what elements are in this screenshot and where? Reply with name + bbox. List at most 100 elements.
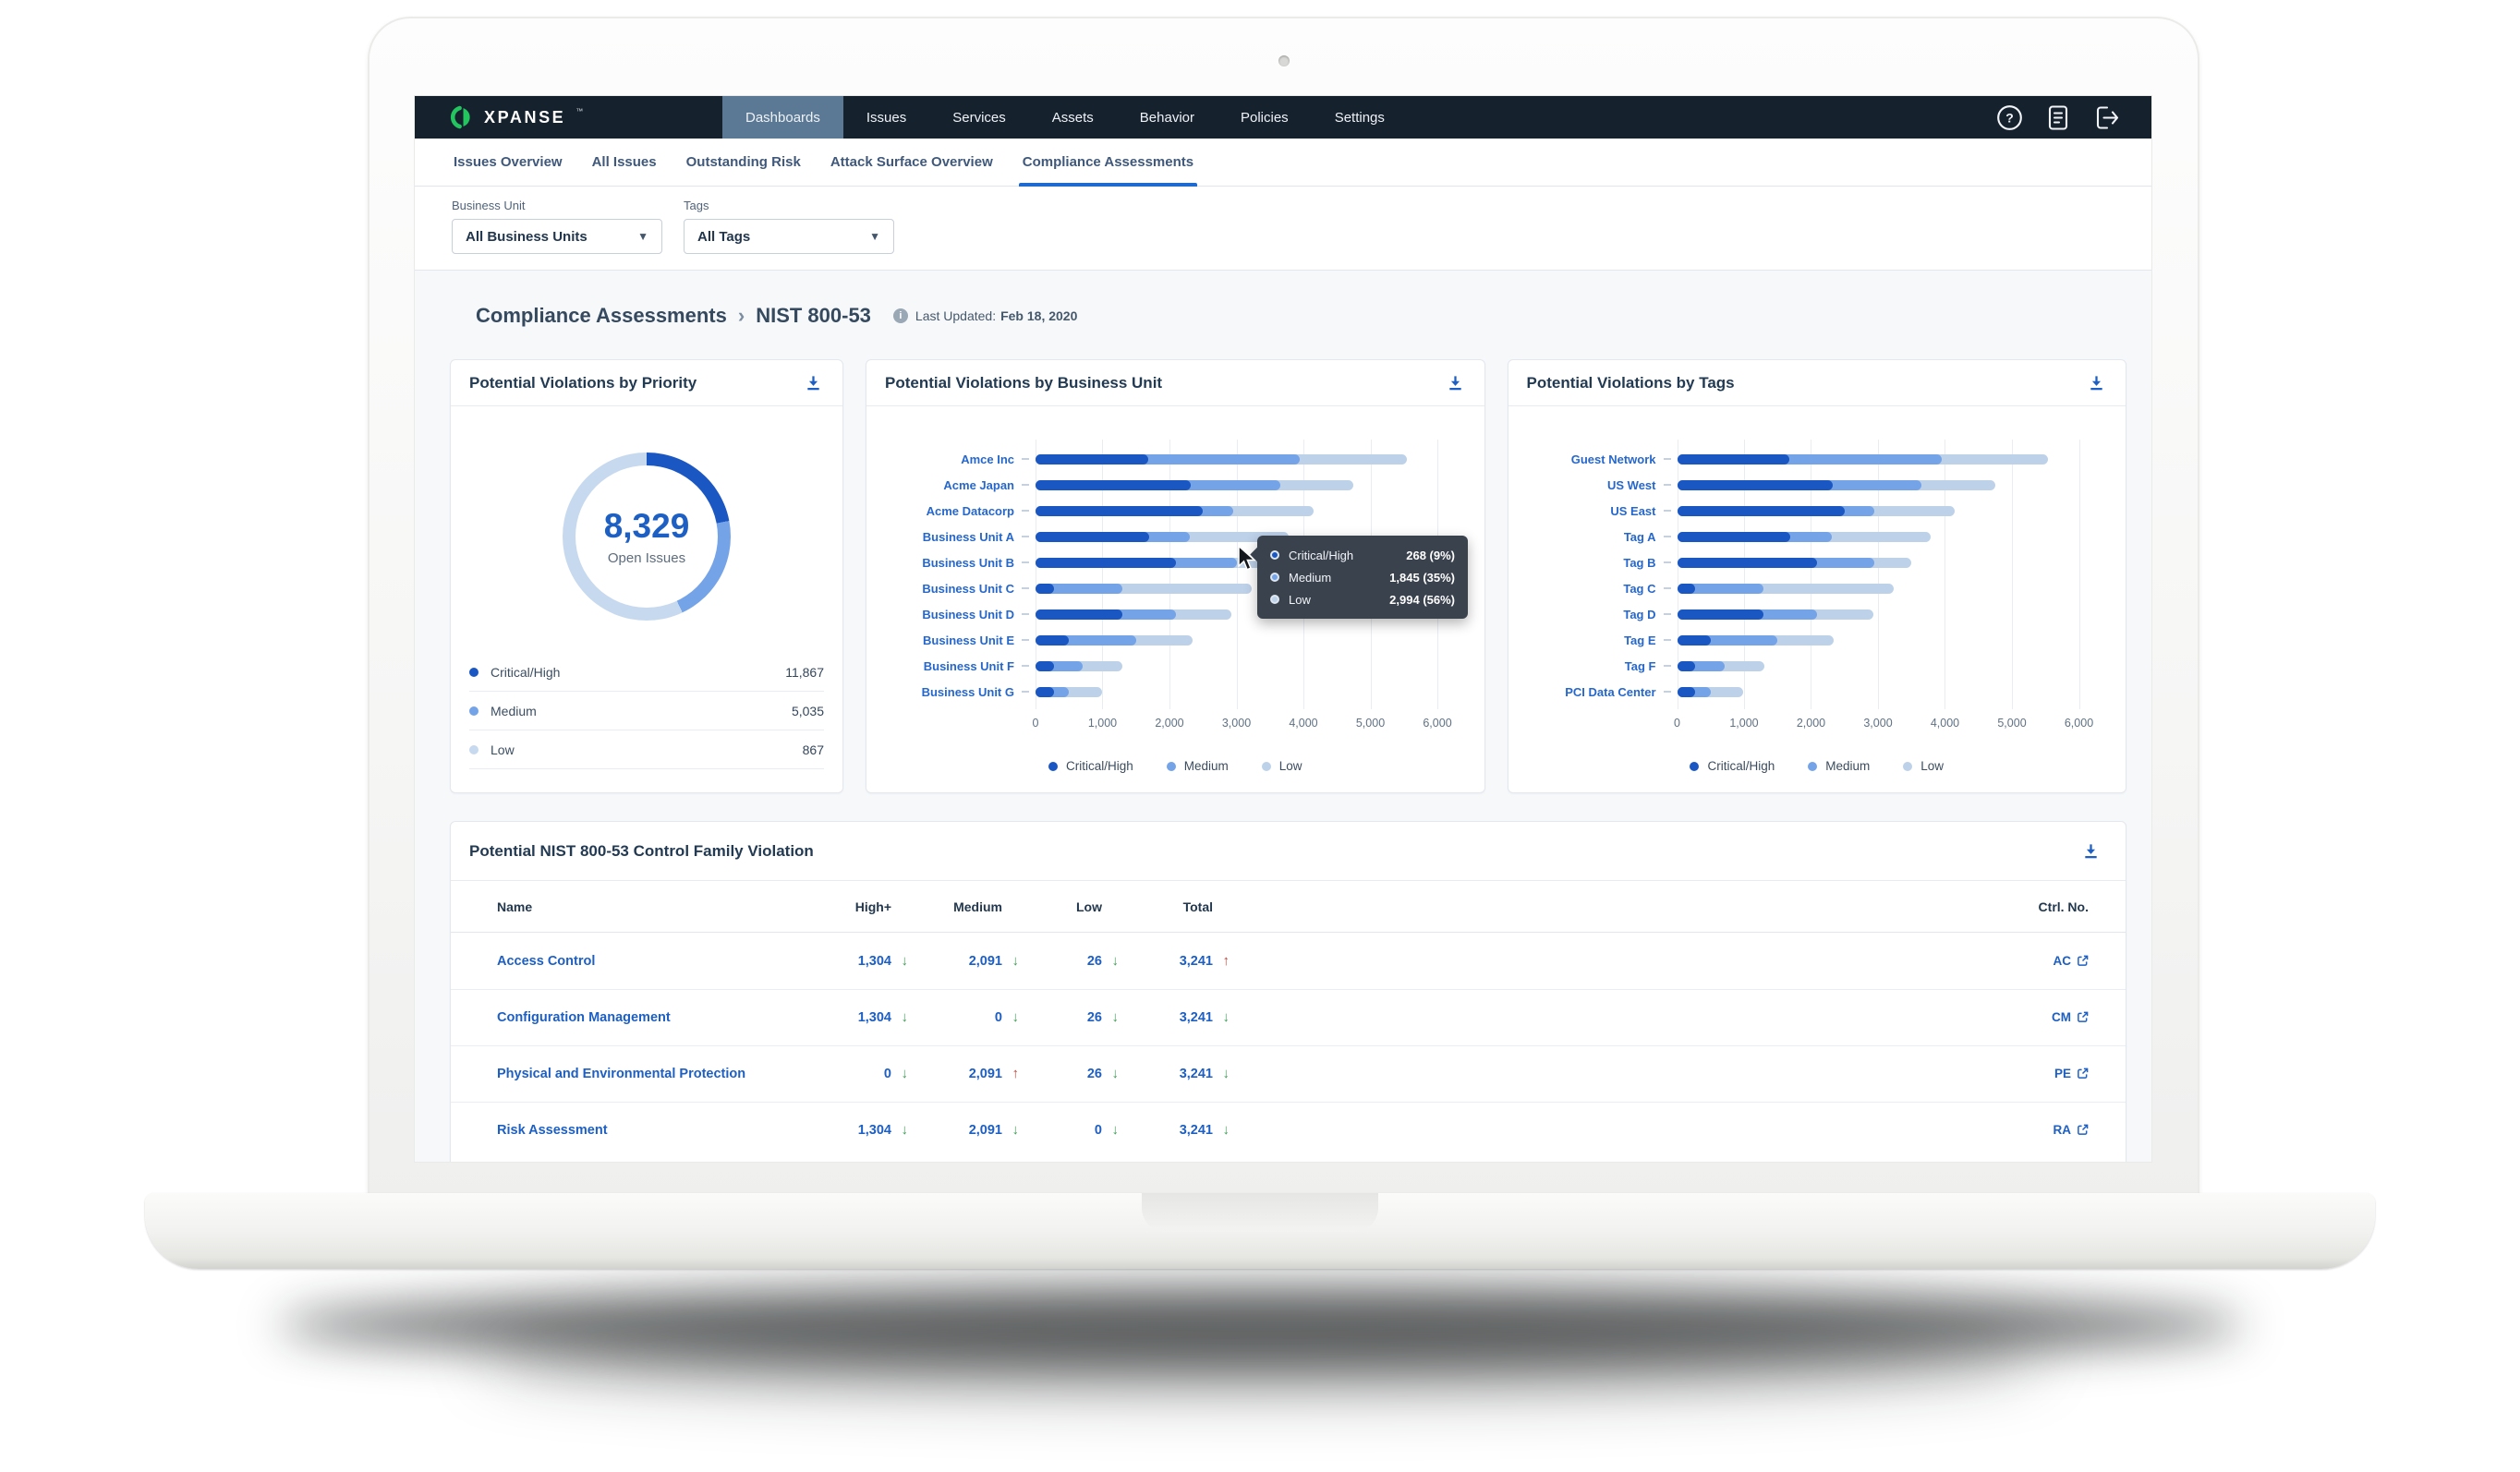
bar-segment-low	[1036, 583, 1253, 594]
control-family-link[interactable]: Physical and Environmental Protection	[497, 1067, 746, 1081]
control-family-link[interactable]: Configuration Management	[497, 1010, 671, 1025]
legend-label: Medium	[1825, 759, 1871, 773]
ctrl-no-link[interactable]: CM	[2052, 1010, 2089, 1024]
category-label[interactable]: Business Unit B	[922, 555, 1014, 570]
nav-tab-dashboards[interactable]: Dashboards	[722, 96, 843, 139]
category-tick	[1663, 561, 1671, 563]
bar-row-tag-b: Tag B	[1508, 549, 2126, 575]
nav-tab-policies[interactable]: Policies	[1241, 109, 1289, 126]
category-label[interactable]: Tag C	[1623, 581, 1656, 596]
category-label[interactable]: Acme Datacorp	[926, 503, 1014, 518]
ctrl-no-link[interactable]: PE	[2054, 1067, 2089, 1080]
donut-chart[interactable]: 8,329 Open Issues	[563, 452, 731, 621]
category-tick	[1022, 536, 1029, 537]
mouse-cursor	[1238, 545, 1256, 571]
trend-down-icon: ↓	[1012, 1009, 1020, 1025]
category-label[interactable]: Tag E	[1624, 633, 1656, 647]
category-label[interactable]: PCI Data Center	[1565, 684, 1656, 699]
stacked-bar[interactable]	[1677, 583, 2079, 594]
subnav-tab-attack-surface-overview[interactable]: Attack Surface Overview	[830, 154, 993, 170]
svg-text:?: ?	[2005, 110, 2014, 125]
release-notes-icon[interactable]	[2046, 104, 2070, 131]
category-tick	[1022, 484, 1029, 486]
category-label[interactable]: Tag D	[1623, 607, 1656, 621]
stacked-bar[interactable]	[1036, 505, 1437, 516]
col-header-low: Low	[1076, 899, 1102, 914]
nav-tab-behavior[interactable]: Behavior	[1139, 109, 1194, 126]
nav-tab-services[interactable]: Services	[952, 109, 1006, 126]
stacked-bar[interactable]	[1036, 660, 1437, 671]
cell-total: 3,241 ↓	[1119, 1122, 1230, 1139]
stacked-bar[interactable]	[1036, 557, 1437, 568]
bar-segment-critical	[1036, 686, 1054, 697]
stacked-bar[interactable]	[1677, 634, 2079, 646]
legend-label: Low	[1920, 759, 1945, 773]
control-family-link[interactable]: Risk Assessment	[497, 1123, 608, 1138]
category-label[interactable]: Business Unit G	[921, 684, 1014, 699]
category-label[interactable]: Business Unit A	[922, 529, 1014, 544]
stacked-bar[interactable]	[1677, 609, 2079, 620]
ctrl-no-link[interactable]: RA	[2054, 1123, 2090, 1137]
category-label[interactable]: Tag B	[1623, 555, 1656, 570]
stacked-bar[interactable]	[1036, 609, 1437, 620]
subnav-tab-issues-overview[interactable]: Issues Overview	[454, 154, 563, 170]
cell-medium: 2,091 ↑	[908, 1066, 1019, 1082]
nav-tab-settings[interactable]: Settings	[1334, 109, 1385, 126]
download-icon[interactable]	[2080, 840, 2102, 862]
subnav-tab-outstanding-risk[interactable]: Outstanding Risk	[685, 154, 801, 170]
trend-down-icon: ↓	[1111, 1009, 1120, 1025]
category-label[interactable]: Business Unit E	[923, 633, 1014, 647]
x-axis-tick: 5,000	[1997, 717, 2027, 730]
stacked-bar[interactable]	[1036, 453, 1437, 465]
download-icon[interactable]	[803, 372, 824, 393]
category-label[interactable]: Business Unit F	[923, 658, 1014, 673]
stacked-bar[interactable]	[1677, 531, 2079, 542]
bar-row-guest-network: Guest Network	[1508, 446, 2126, 472]
control-family-link[interactable]: Access Control	[497, 953, 596, 969]
nav-tab-issues[interactable]: Issues	[866, 109, 907, 126]
cell-total: 3,241 ↓	[1119, 1009, 1230, 1026]
trend-down-icon: ↓	[1012, 952, 1020, 969]
stacked-bar[interactable]	[1036, 686, 1437, 697]
bar-row-amce-inc: Amce Inc	[866, 446, 1484, 472]
subnav-tab-all-issues[interactable]: All Issues	[591, 154, 657, 170]
category-label[interactable]: Tag A	[1623, 529, 1656, 544]
tags-select[interactable]: All Tags ▼	[684, 219, 894, 254]
help-icon[interactable]: ?	[1996, 104, 2023, 131]
category-label[interactable]: Business Unit C	[922, 581, 1014, 596]
subnav-tab-compliance-assessments[interactable]: Compliance Assessments	[1008, 139, 1208, 187]
category-label[interactable]: Tag F	[1624, 658, 1656, 673]
category-label[interactable]: Acme Japan	[943, 477, 1014, 492]
tags-value: All Tags	[697, 228, 751, 245]
stacked-bar[interactable]	[1677, 479, 2079, 490]
category-tick	[1663, 665, 1671, 667]
stacked-bar[interactable]	[1677, 660, 2079, 671]
webcam-dot	[1278, 55, 1290, 66]
category-label[interactable]: US West	[1607, 477, 1656, 492]
stacked-bar[interactable]	[1036, 479, 1437, 490]
medium-value: 2,091	[968, 1123, 1002, 1138]
stacked-bar[interactable]	[1677, 453, 2079, 465]
business-unit-select[interactable]: All Business Units ▼	[452, 219, 662, 254]
brand-logo[interactable]: XPANSE ™	[415, 96, 722, 139]
stacked-bar[interactable]	[1677, 557, 2079, 568]
stacked-bar[interactable]	[1036, 583, 1437, 594]
stacked-bar[interactable]	[1677, 686, 2079, 697]
category-label[interactable]: Business Unit D	[922, 607, 1014, 621]
nav-tab-assets[interactable]: Assets	[1051, 109, 1094, 126]
ctrl-no-link[interactable]: AC	[2054, 954, 2090, 968]
category-label[interactable]: Amce Inc	[961, 452, 1014, 466]
bar-row-business-unit-e: Business Unit E	[866, 627, 1484, 653]
category-label[interactable]: Guest Network	[1570, 452, 1656, 466]
stacked-bar[interactable]	[1677, 505, 2079, 516]
download-icon[interactable]	[1445, 372, 1466, 393]
stacked-bar[interactable]	[1036, 531, 1437, 542]
download-icon[interactable]	[2086, 372, 2107, 393]
stacked-bar[interactable]	[1036, 634, 1437, 646]
x-axis-tick: 5,000	[1355, 717, 1386, 730]
bar-segment-medium	[1036, 453, 1301, 465]
last-updated-value: Feb 18, 2020	[1000, 308, 1078, 323]
sign-out-icon[interactable]	[2093, 104, 2120, 131]
category-label[interactable]: US East	[1610, 503, 1656, 518]
category-tick	[1663, 510, 1671, 512]
